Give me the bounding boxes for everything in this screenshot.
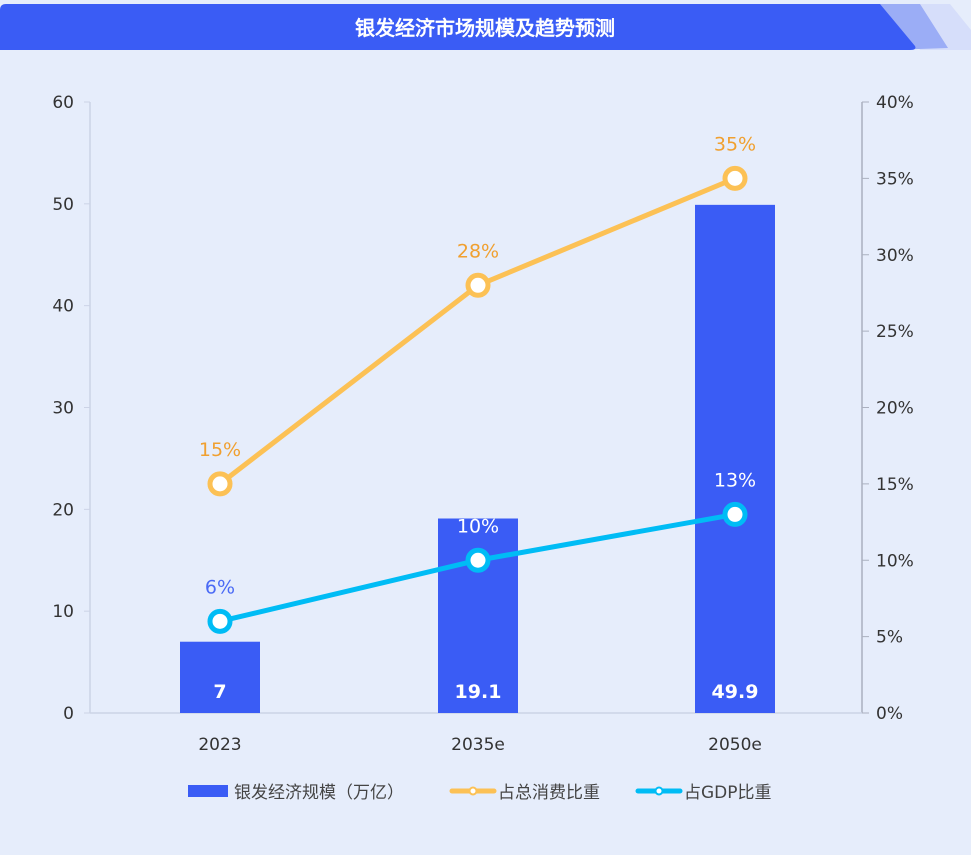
left-tick-label: 0: [63, 704, 74, 724]
bar: [180, 641, 260, 713]
left-tick-label: 50: [52, 195, 74, 215]
bar: [695, 204, 775, 713]
right-tick-label: 15%: [876, 475, 914, 495]
line-point: [207, 471, 233, 497]
line-point: [207, 608, 233, 634]
legend-marker: [468, 786, 478, 796]
legend-marker: [654, 786, 664, 796]
series-line: [218, 176, 736, 486]
right-tick-label: 20%: [876, 399, 914, 419]
line-point: [722, 165, 748, 191]
left-tick-label: 20: [52, 500, 74, 520]
line-data-label: 6%: [205, 576, 235, 598]
right-tick-label: 30%: [876, 246, 914, 266]
right-tick-label: 5%: [876, 628, 903, 648]
line-data-label: 10%: [457, 515, 499, 537]
line-data-label: 35%: [714, 133, 756, 155]
x-tick-label: 2035e: [451, 735, 505, 755]
legend-label: 占总消费比重: [498, 783, 600, 803]
right-tick-label: 35%: [876, 169, 914, 189]
bar-data-label: 7: [213, 681, 226, 703]
bar-data-label: 19.1: [455, 681, 502, 703]
line-point: [722, 501, 748, 527]
x-tick-label: 2050e: [708, 735, 762, 755]
right-tick-label: 40%: [876, 93, 914, 113]
title-banner: 银发经济市场规模及趋势预测: [0, 4, 971, 50]
right-tick-label: 25%: [876, 322, 914, 342]
x-tick-label: 2023: [198, 735, 241, 755]
line-point: [465, 272, 491, 298]
left-tick-label: 10: [52, 602, 74, 622]
line-point: [465, 547, 491, 573]
line-data-label: 28%: [457, 240, 499, 262]
line-data-label: 13%: [714, 469, 756, 491]
right-tick-label: 10%: [876, 551, 914, 571]
legend-label: 银发经济规模（万亿）: [234, 783, 404, 803]
legend-bar-swatch: [188, 785, 228, 797]
bar-data-label: 49.9: [712, 681, 759, 703]
right-tick-label: 0%: [876, 704, 903, 724]
left-tick-label: 40: [52, 297, 74, 317]
chart-title: 银发经济市场规模及趋势预测: [355, 16, 615, 40]
legend: 银发经济规模（万亿） 占总消费比重 占GDP比重: [188, 783, 772, 803]
left-tick-label: 30: [52, 399, 74, 419]
line-data-label: 15%: [199, 439, 241, 461]
legend-label: 占GDP比重: [684, 783, 772, 803]
left-tick-label: 60: [52, 93, 74, 113]
